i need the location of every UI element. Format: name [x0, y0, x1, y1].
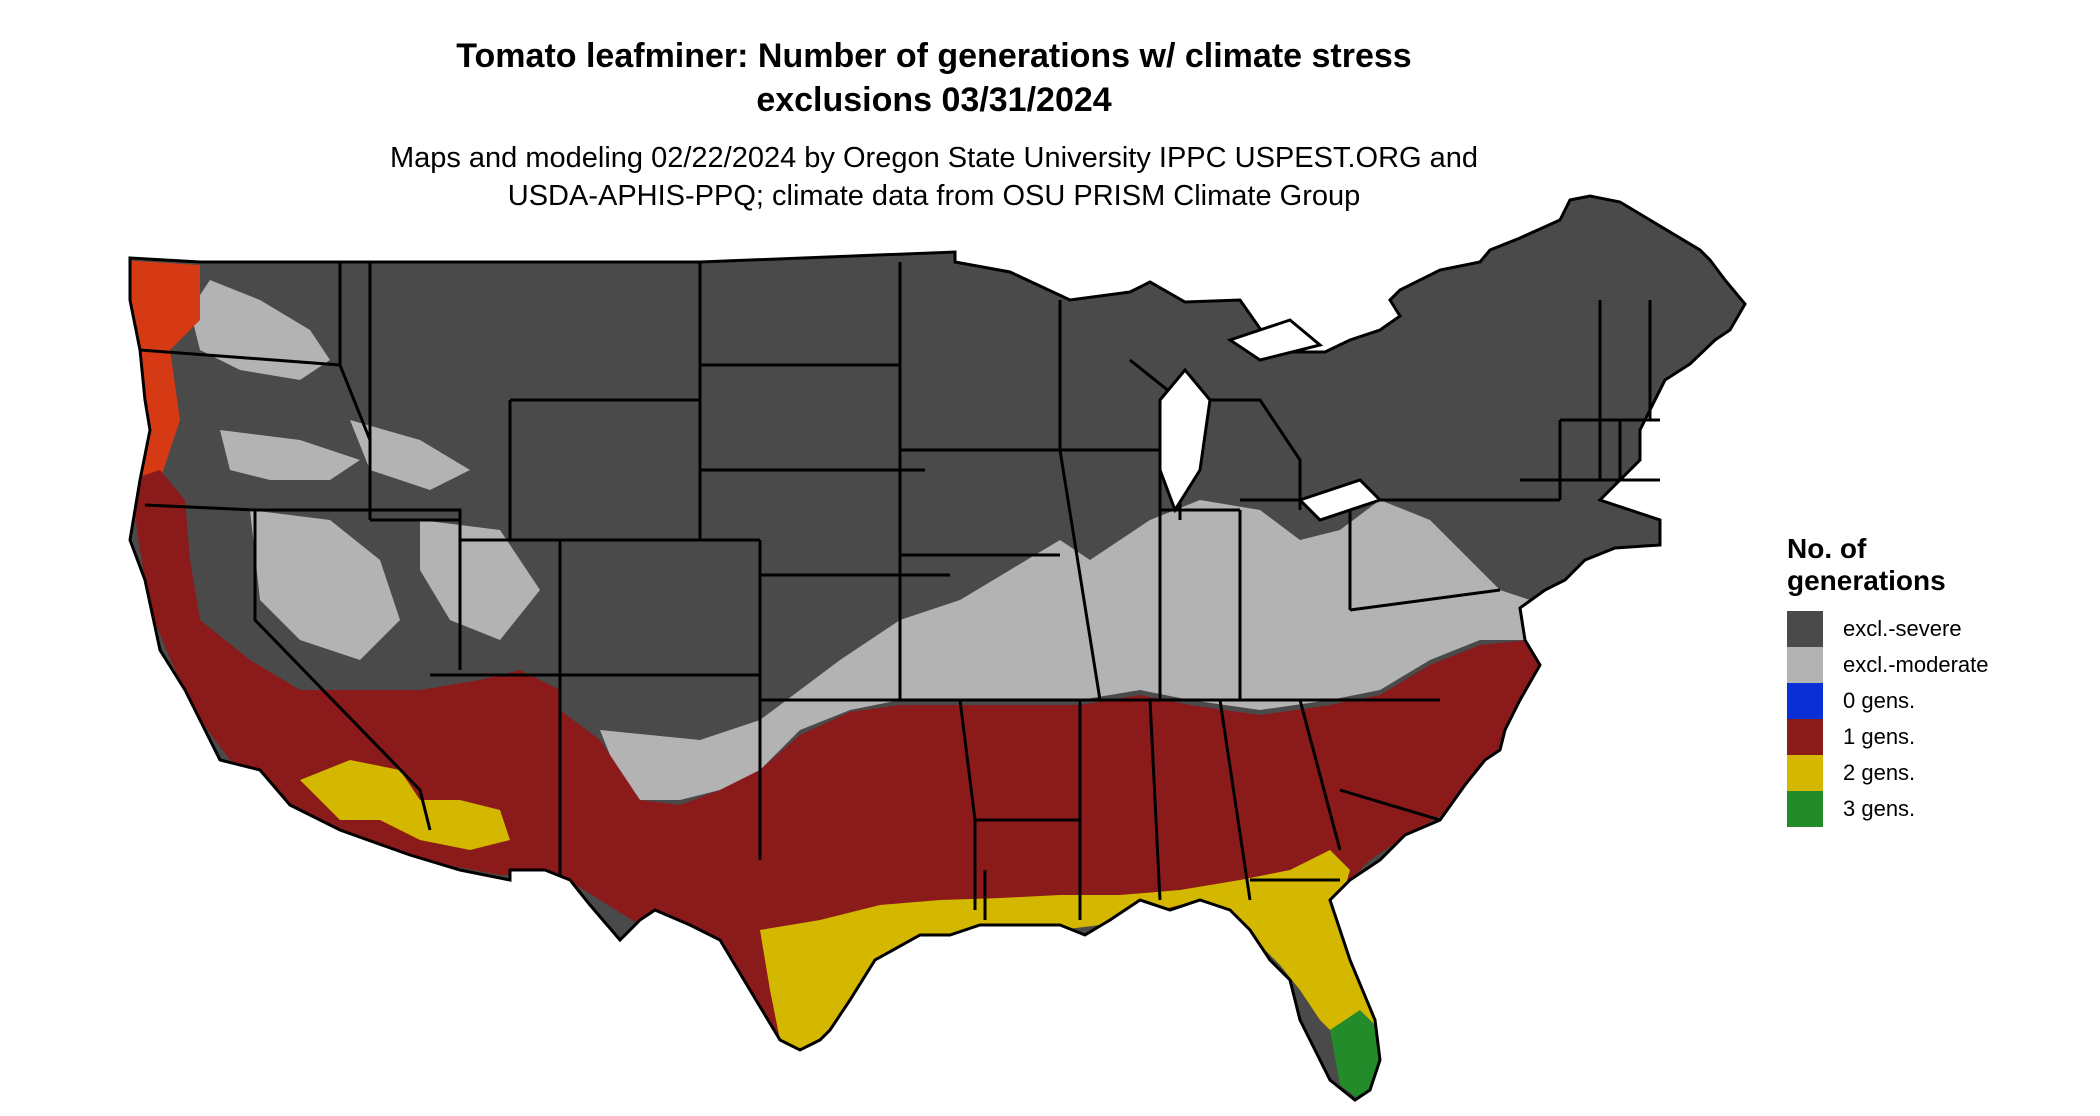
legend-label: excl.-moderate	[1843, 652, 1989, 677]
map-title-line-1: Tomato leafminer: Number of generations …	[456, 37, 1412, 75]
legend-title-line-2: generations	[1787, 565, 1946, 596]
legend-item: excl.-severe	[1787, 611, 2087, 647]
legend-item: 0 gens.	[1787, 683, 2087, 719]
region-excl-moderate-oregon	[220, 430, 360, 480]
great-lakes	[1158, 318, 1383, 522]
legend-items: excl.-severe excl.-moderate 0 gens. 1 gens.…	[1787, 611, 2087, 827]
legend-title-line-1: No. of	[1787, 533, 1867, 564]
legend-title: No. of generations	[1787, 533, 2087, 597]
legend-label: 2 gens.	[1843, 760, 1916, 785]
legend-label: excl.-severe	[1843, 616, 1962, 641]
legend-swatch	[1787, 611, 1823, 647]
legend-swatch	[1787, 683, 1823, 719]
region-excl-moderate-band	[600, 500, 1530, 800]
lake-michigan	[1158, 367, 1212, 514]
legend-label: 3 gens.	[1843, 796, 1916, 821]
state-boundaries	[128, 194, 1747, 1102]
legend-label: 0 gens.	[1843, 688, 1916, 713]
map-subtitle-line-2: USDA-APHIS-PPQ; climate data from OSU PR…	[507, 180, 1361, 212]
legend-item: excl.-moderate	[1787, 647, 2087, 683]
legend: No. of generations excl.-severe excl.-mod…	[1787, 533, 2087, 827]
legend-swatch	[1787, 791, 1823, 827]
region-excl-moderate-utah	[420, 520, 540, 640]
region-2-gen-gulf	[760, 850, 1380, 1060]
legend-label: 1 gens.	[1843, 724, 1916, 749]
map-title-line-2: exclusions 03/31/2024	[756, 81, 1112, 119]
map-subtitle-line-1: Maps and modeling 02/22/2024 by Oregon S…	[389, 142, 1479, 174]
region-excl-moderate-idaho	[350, 420, 470, 490]
region-3-gen-florida	[1330, 1010, 1380, 1100]
legend-swatch	[1787, 719, 1823, 755]
us-outline	[128, 194, 1747, 1102]
region-2-gen-desert	[300, 760, 510, 850]
legend-item: 1 gens.	[1787, 719, 2087, 755]
legend-swatch	[1787, 755, 1823, 791]
legend-swatch	[1787, 647, 1823, 683]
region-excl-moderate-nevada	[250, 510, 400, 660]
lake-erie	[1297, 478, 1383, 522]
title-block: Tomato leafminer: Number of generations …	[0, 0, 1868, 215]
legend-item: 2 gens.	[1787, 755, 2087, 791]
legend-item: 3 gens.	[1787, 791, 2087, 827]
lake-superior-edge	[1226, 318, 1324, 362]
